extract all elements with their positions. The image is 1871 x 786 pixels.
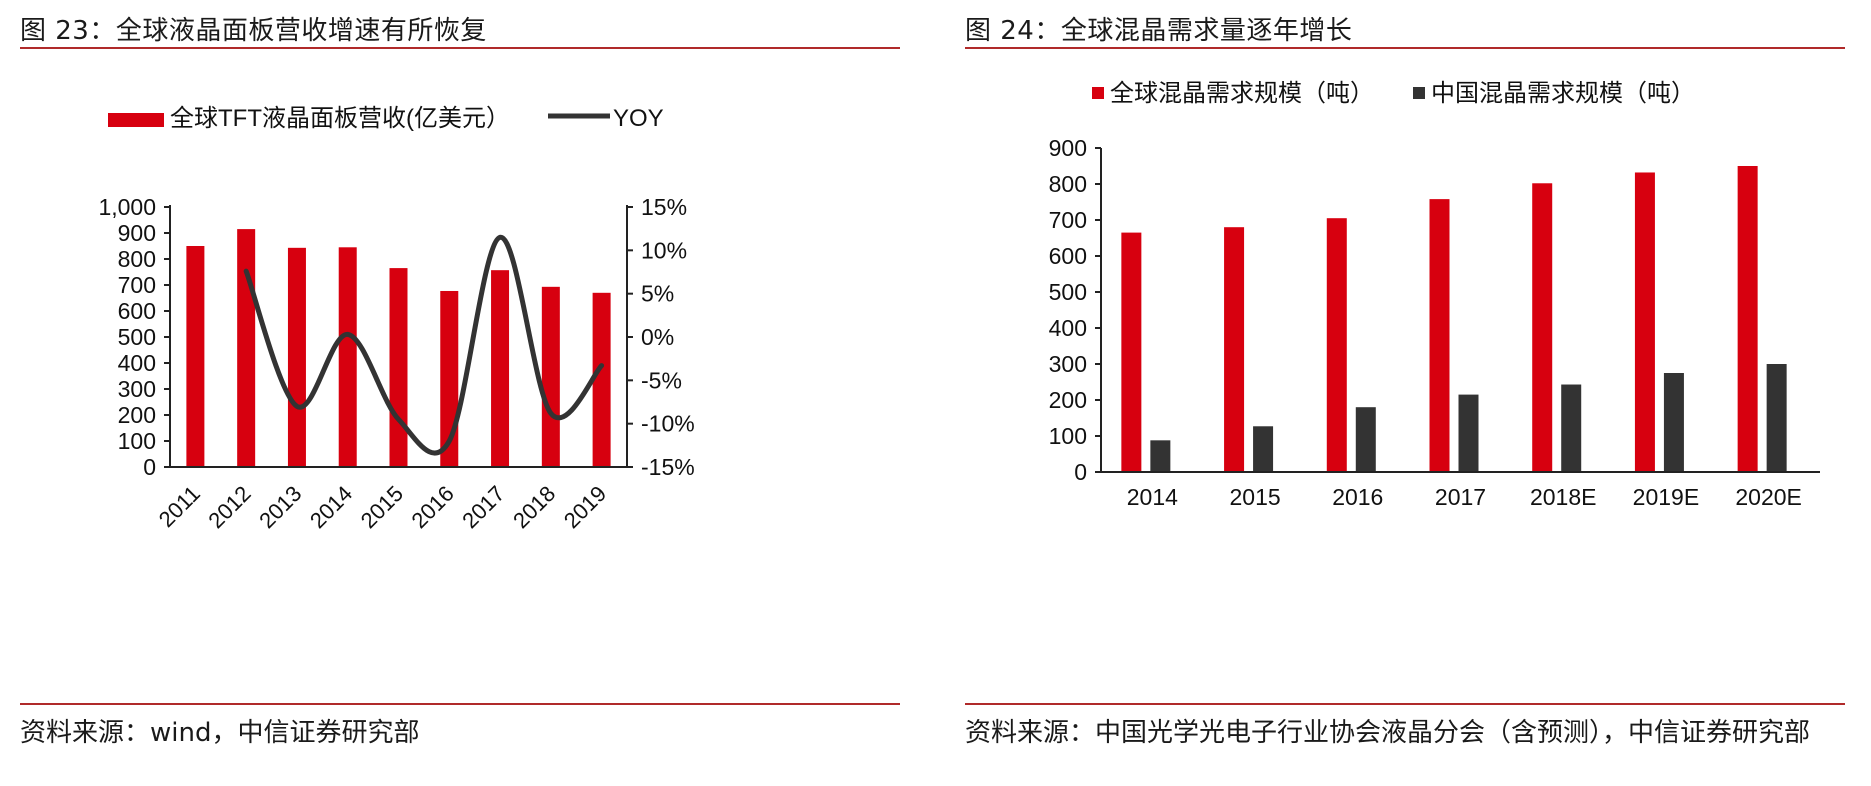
right-bottom-rule — [965, 703, 1845, 705]
bar-china-2015 — [1253, 426, 1274, 472]
y-left-tick-label: 0 — [143, 454, 156, 480]
y-tick-label: 600 — [1049, 243, 1087, 269]
bar-revenue-2012 — [237, 229, 256, 467]
bar-china-2019E — [1663, 373, 1684, 472]
y-tick-label: 200 — [1049, 387, 1087, 413]
y-right-tick-label: 15% — [641, 194, 687, 220]
bar-china-2016 — [1355, 407, 1376, 472]
bar-global-2018E — [1532, 183, 1553, 472]
x-tick-label-2016: 2016 — [1332, 484, 1383, 510]
y-left-tick-label: 400 — [118, 350, 156, 376]
y-right-tick-label: -15% — [641, 454, 695, 480]
bar-global-2015 — [1224, 227, 1245, 472]
legend-label-yoy: YOY — [613, 105, 664, 132]
legend-swatch-revenue — [108, 113, 164, 127]
x-tick-label-2017: 2017 — [457, 481, 509, 533]
x-tick-label-2016: 2016 — [407, 481, 459, 533]
bar-china-2017 — [1458, 394, 1479, 472]
x-tick-label-2013: 2013 — [254, 481, 306, 533]
legend-swatch-china — [1413, 87, 1425, 99]
y-tick-label: 0 — [1074, 459, 1087, 485]
y-right-tick-label: -10% — [641, 411, 695, 437]
x-tick-label-2019: 2019 — [559, 481, 611, 533]
y-left-tick-label: 1,000 — [98, 194, 156, 220]
y-left-tick-label: 800 — [118, 246, 156, 272]
bar-china-2020E — [1766, 364, 1787, 472]
bar-revenue-2015 — [389, 268, 408, 467]
y-left-tick-label: 100 — [118, 428, 156, 454]
y-tick-label: 900 — [1049, 135, 1087, 161]
bar-china-2018E — [1561, 384, 1582, 472]
right-top-rule — [965, 47, 1845, 49]
y-right-tick-label: 10% — [641, 237, 687, 263]
y-tick-label: 400 — [1049, 315, 1087, 341]
x-tick-label-2018E: 2018E — [1530, 484, 1597, 510]
right-figure-title: 图 24：全球混晶需求量逐年增长 — [965, 16, 1353, 46]
left-figure-title: 图 23：全球液晶面板营收增速有所恢复 — [20, 16, 487, 46]
y-tick-label: 800 — [1049, 171, 1087, 197]
x-tick-label-2012: 2012 — [203, 481, 255, 533]
bar-global-2017 — [1429, 199, 1450, 472]
bar-revenue-2019 — [592, 292, 611, 467]
y-tick-label: 100 — [1049, 423, 1087, 449]
x-tick-label-2017: 2017 — [1435, 484, 1486, 510]
y-left-tick-label: 300 — [118, 376, 156, 402]
y-left-tick-label: 600 — [118, 298, 156, 324]
x-tick-label-2020E: 2020E — [1735, 484, 1802, 510]
left-source-note: 资料来源：wind，中信证券研究部 — [20, 718, 420, 748]
bar-revenue-2014 — [338, 247, 357, 467]
legend-label-revenue: 全球TFT液晶面板营收(亿美元） — [170, 105, 510, 132]
bar-revenue-2011 — [186, 246, 205, 467]
bar-global-2014 — [1121, 232, 1142, 472]
y-tick-label: 500 — [1049, 279, 1087, 305]
chart-lcd-revenue: 全球TFT液晶面板营收(亿美元） YOY 010020030040050060070… — [98, 105, 695, 533]
y-left-tick-label: 900 — [118, 220, 156, 246]
bar-global-2020E — [1737, 166, 1758, 472]
left-top-rule — [20, 47, 900, 49]
right-source-note: 资料来源：中国光学光电子行业协会液晶分会（含预测），中信证券研究部 — [965, 718, 1811, 748]
y-left-tick-label: 200 — [118, 402, 156, 428]
y-left-tick-label: 700 — [118, 272, 156, 298]
y-right-tick-label: 5% — [641, 281, 674, 307]
bar-global-2019E — [1634, 172, 1655, 472]
left-bottom-rule — [20, 703, 900, 705]
bar-revenue-2013 — [287, 247, 306, 467]
bar-revenue-2018 — [541, 286, 560, 467]
x-tick-label-2019E: 2019E — [1633, 484, 1700, 510]
x-tick-label-2018: 2018 — [508, 481, 560, 533]
y-left-tick-label: 500 — [118, 324, 156, 350]
bar-global-2016 — [1326, 218, 1347, 472]
y-right-tick-label: -5% — [641, 367, 682, 393]
legend-label-global: 全球混晶需求规模（吨） — [1110, 80, 1374, 107]
x-tick-label-2011: 2011 — [154, 481, 205, 532]
y-tick-label: 300 — [1049, 351, 1087, 377]
y-right-tick-label: 0% — [641, 324, 674, 350]
bar-china-2014 — [1150, 440, 1171, 472]
x-tick-label-2015: 2015 — [356, 481, 408, 533]
bar-revenue-2017 — [491, 270, 510, 467]
y-tick-label: 700 — [1049, 207, 1087, 233]
legend-swatch-global — [1092, 87, 1104, 99]
line-yoy — [243, 234, 605, 456]
chart-mixed-crystal-demand: 全球混晶需求规模（吨） 中国混晶需求规模（吨） 0 100 200 300 400 500 60… — [1049, 80, 1820, 510]
x-tick-label-2014: 2014 — [1127, 484, 1178, 510]
x-tick-label-2014: 2014 — [305, 481, 357, 533]
legend-label-china: 中国混晶需求规模（吨） — [1431, 80, 1695, 107]
x-tick-label-2015: 2015 — [1229, 484, 1280, 510]
